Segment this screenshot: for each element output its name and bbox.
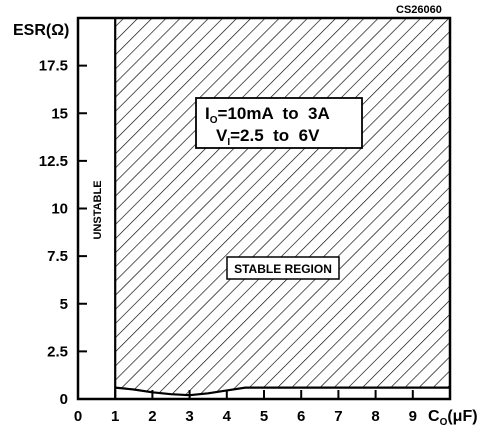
stable-region-hatch <box>115 18 450 396</box>
x-tick-label: 0 <box>74 408 82 425</box>
x-axis-title: CO(μF) <box>428 408 478 428</box>
conditions-line-current: IO=10mA to 3A <box>205 104 330 126</box>
y-tick-label: 17.5 <box>39 58 68 75</box>
conditions-current-subscript: O <box>210 115 218 126</box>
figure-id: CS26060 <box>396 4 442 16</box>
x-tick-label: 6 <box>297 408 305 425</box>
x-tick-label: 9 <box>409 408 417 425</box>
conditions-voltage-range: =2.5 to 6V <box>230 126 320 145</box>
y-tick-label: 5 <box>60 296 68 313</box>
x-tick-label: 5 <box>260 408 268 425</box>
x-tick-label: 8 <box>371 408 379 425</box>
y-tick-label: 0 <box>60 391 68 408</box>
y-axis-title: ESR(Ω) <box>13 22 69 39</box>
x-axis-ticks: 0 1 2 3 4 5 6 7 8 9 <box>74 390 417 425</box>
stable-region-boundary-line <box>115 386 450 397</box>
x-tick-label: 7 <box>334 408 342 425</box>
y-tick-label: 12.5 <box>39 153 68 170</box>
y-axis-ticks: 0 2.5 5 7.5 10 12.5 15 17.5 <box>39 58 87 408</box>
x-tick-label: 1 <box>111 408 119 425</box>
conditions-voltage-symbol: V <box>216 126 228 145</box>
x-tick-label: 4 <box>223 408 232 425</box>
y-tick-label: 7.5 <box>47 248 68 265</box>
conditions-box-frame <box>195 97 363 149</box>
conditions-current-range: =10mA to 3A <box>218 104 330 123</box>
stable-region-label-frame <box>226 256 340 280</box>
unstable-region-label: UNSTABLE <box>92 180 104 239</box>
conditions-voltage-subscript: I <box>227 137 230 148</box>
x-tick-label: 2 <box>148 408 156 425</box>
y-tick-label: 10 <box>51 201 68 218</box>
conditions-box: IO=10mA to 3A VI=2.5 to 6V <box>195 97 363 149</box>
stable-region-label-text: STABLE REGION <box>234 262 332 276</box>
x-axis-title-unit: (μF) <box>447 408 477 425</box>
x-axis-title-subscript: O <box>440 417 448 428</box>
conditions-current-symbol: I <box>205 104 210 123</box>
y-tick-label: 15 <box>51 105 68 122</box>
stable-region-label: STABLE REGION <box>226 256 340 280</box>
x-axis-title-main: C <box>428 408 440 425</box>
x-tick-label: 3 <box>185 408 193 425</box>
y-tick-label: 2.5 <box>47 343 68 360</box>
conditions-line-voltage: VI=2.5 to 6V <box>216 126 320 148</box>
